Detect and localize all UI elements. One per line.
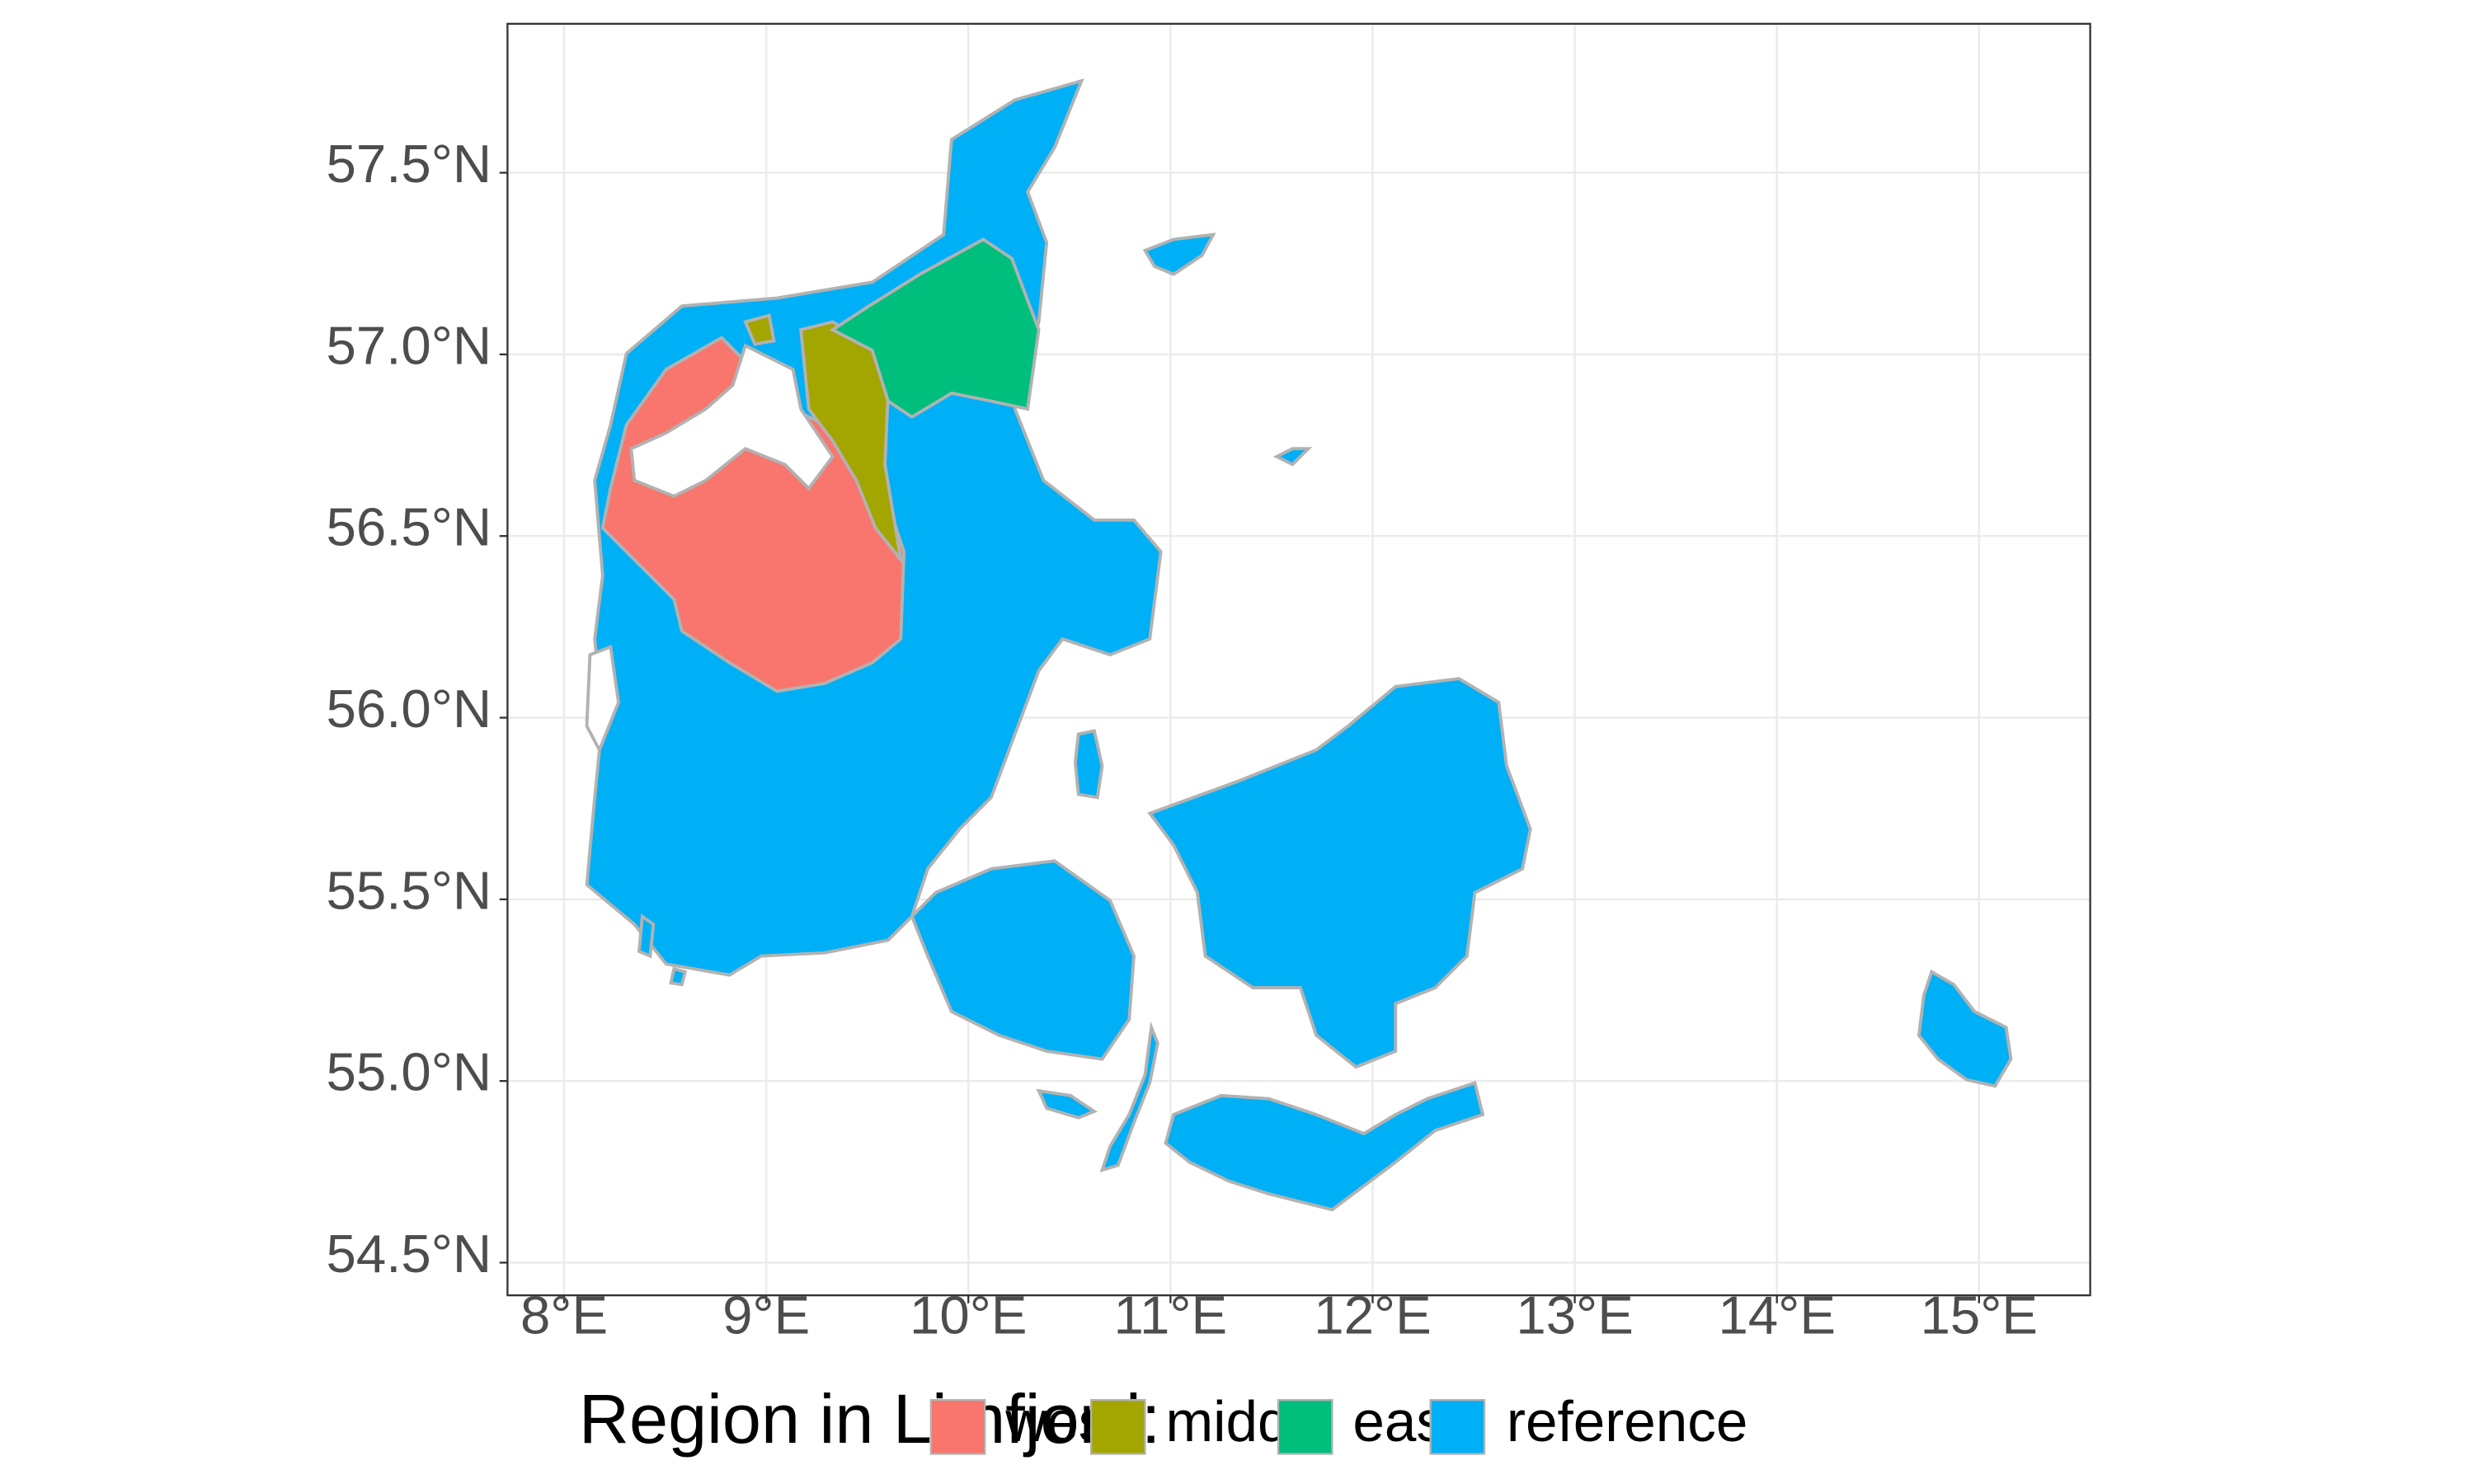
- x-tick-label: 14°E: [1718, 1284, 1835, 1345]
- legend-label-reference: reference: [1507, 1389, 1747, 1453]
- legend: Region in Limfjord: west middle east refere…: [579, 1379, 1747, 1458]
- legend-swatch-west: [929, 1398, 986, 1455]
- island-bornholm: [1917, 970, 2013, 1088]
- x-tick-label: 15°E: [1921, 1284, 2038, 1345]
- island-romo: [669, 966, 688, 987]
- region-lolland-falster: [1164, 1080, 1485, 1212]
- land-layer: [585, 78, 2013, 1212]
- y-tick-label: 55.0°N: [327, 1042, 492, 1102]
- island-anholt: [1272, 447, 1313, 467]
- island-samso: [1073, 729, 1104, 800]
- x-tick-label: 9°E: [722, 1284, 810, 1345]
- y-tick-label: 57.0°N: [327, 315, 492, 375]
- legend-item-reference: reference: [1429, 1389, 1747, 1455]
- legend-swatch-middle: [1089, 1398, 1146, 1455]
- y-tick-label: 56.5°N: [327, 497, 492, 557]
- map-panel: [506, 22, 2091, 1297]
- y-axis: 54.5°N 55.0°N 55.5°N 56.0°N 56.5°N 57.0°N 57.5…: [327, 134, 508, 1284]
- region-funen: [910, 859, 1136, 1061]
- x-tick-label: 11°E: [1114, 1284, 1228, 1345]
- west-coast-lagoon: [585, 644, 620, 754]
- limfjord-water: [629, 343, 835, 499]
- legend-swatch-reference: [1429, 1398, 1486, 1455]
- legend-swatch-east: [1277, 1398, 1333, 1455]
- x-tick-label: 12°E: [1314, 1284, 1431, 1345]
- panel-border: [506, 22, 2091, 1297]
- island-fano: [637, 913, 656, 959]
- region-middle-north: [743, 313, 776, 346]
- y-tick-label: 56.0°N: [327, 679, 492, 739]
- region-east: [829, 237, 1041, 420]
- island-laeso: [1142, 232, 1216, 276]
- y-tick-label: 57.5°N: [327, 134, 492, 194]
- x-tick-label: 13°E: [1516, 1284, 1633, 1345]
- island-aero: [1036, 1088, 1098, 1120]
- x-tick-label: 10°E: [910, 1284, 1027, 1345]
- x-tick-label: 8°E: [520, 1284, 608, 1345]
- y-tick-label: 55.5°N: [327, 860, 492, 920]
- legend-title: Region in Limfjord:: [579, 1379, 1160, 1458]
- region-zealand: [1147, 677, 1532, 1069]
- island-langeland: [1099, 1021, 1159, 1173]
- x-axis: 8°E 9°E 10°E 11°E 12°E 13°E 14°E 15°E: [520, 1284, 2038, 1345]
- y-tick-label: 54.5°N: [327, 1223, 492, 1284]
- legend-items: west middle east reference: [929, 1389, 1747, 1455]
